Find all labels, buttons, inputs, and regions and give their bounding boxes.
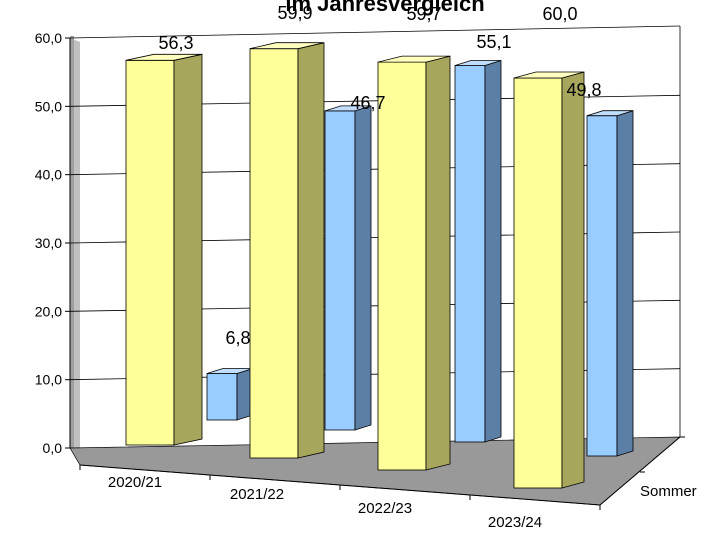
axes: 0,0 10,0 20,0 30,0 40,0 50,0 60,0 2020/21 2021/2…: [35, 30, 697, 531]
bar-sommer-2-top: [454, 60, 502, 66]
y-tick-label: 10,0: [35, 372, 62, 388]
bar-winter-2-front: [377, 61, 427, 471]
bar-winter-0-side: [173, 53, 203, 446]
bar-winter-1-side: [297, 42, 325, 459]
bar-winter-2-top: [377, 55, 451, 63]
bar-winter-0-top: [125, 53, 203, 61]
bar-winter-3-side: [561, 71, 585, 489]
chart-title: im Jahresvergleich: [285, 0, 484, 16]
bar-winter-2-side: [425, 55, 451, 471]
data-label-winter: 59,7: [406, 4, 441, 24]
bar-sommer-3-top: [586, 110, 634, 117]
depth-axis-line: [599, 436, 681, 506]
bar-sommer-3-side: [616, 110, 634, 457]
data-label-winter: 59,9: [277, 3, 312, 23]
bar-winter-1-top: [249, 42, 325, 50]
x-tick-label: 2023/24: [488, 514, 542, 531]
bar-sommer-3-front: [586, 115, 618, 457]
data-label-sommer: 46,7: [350, 93, 385, 113]
data-label-sommer: 55,1: [476, 32, 511, 52]
data-label-sommer: 49,8: [566, 80, 601, 100]
y-tick-label: 0,0: [43, 440, 63, 456]
bar-sommer-1-front: [324, 110, 356, 431]
bar-sommer-0-front: [206, 373, 238, 421]
y-tick-label: 20,0: [35, 303, 62, 319]
y-tick-label: 60,0: [35, 30, 62, 46]
bar-winter-3-front: [513, 77, 563, 489]
data-labels: 56,3 59,9 59,7 60,0 6,8 46,7 55,1 49,8: [158, 3, 601, 348]
bar-winter-3-top: [513, 71, 585, 79]
y-tick-label: 40,0: [35, 167, 62, 183]
gridline: [69, 25, 681, 39]
depth-axis-label: Sommer: [640, 483, 697, 500]
bar-winter-1-front: [249, 48, 299, 459]
bar-sommer-2-front: [454, 65, 486, 443]
data-label-winter: 60,0: [542, 4, 577, 24]
data-label-sommer: 6,8: [225, 328, 250, 348]
bars: [125, 42, 634, 489]
bar-sommer-2-side: [484, 59, 502, 443]
bar-sommer-1-side: [354, 105, 372, 431]
x-tick-label: 2022/23: [358, 500, 412, 517]
bar-winter-0-front: [125, 59, 175, 446]
y-tick-label: 50,0: [35, 98, 62, 114]
bar-sommer-1-top: [324, 105, 372, 112]
x-tick-label: 2020/21: [108, 474, 162, 491]
y-tick-label: 30,0: [35, 235, 62, 251]
data-label-winter: 56,3: [158, 33, 193, 53]
x-tick-label: 2021/22: [230, 486, 284, 503]
